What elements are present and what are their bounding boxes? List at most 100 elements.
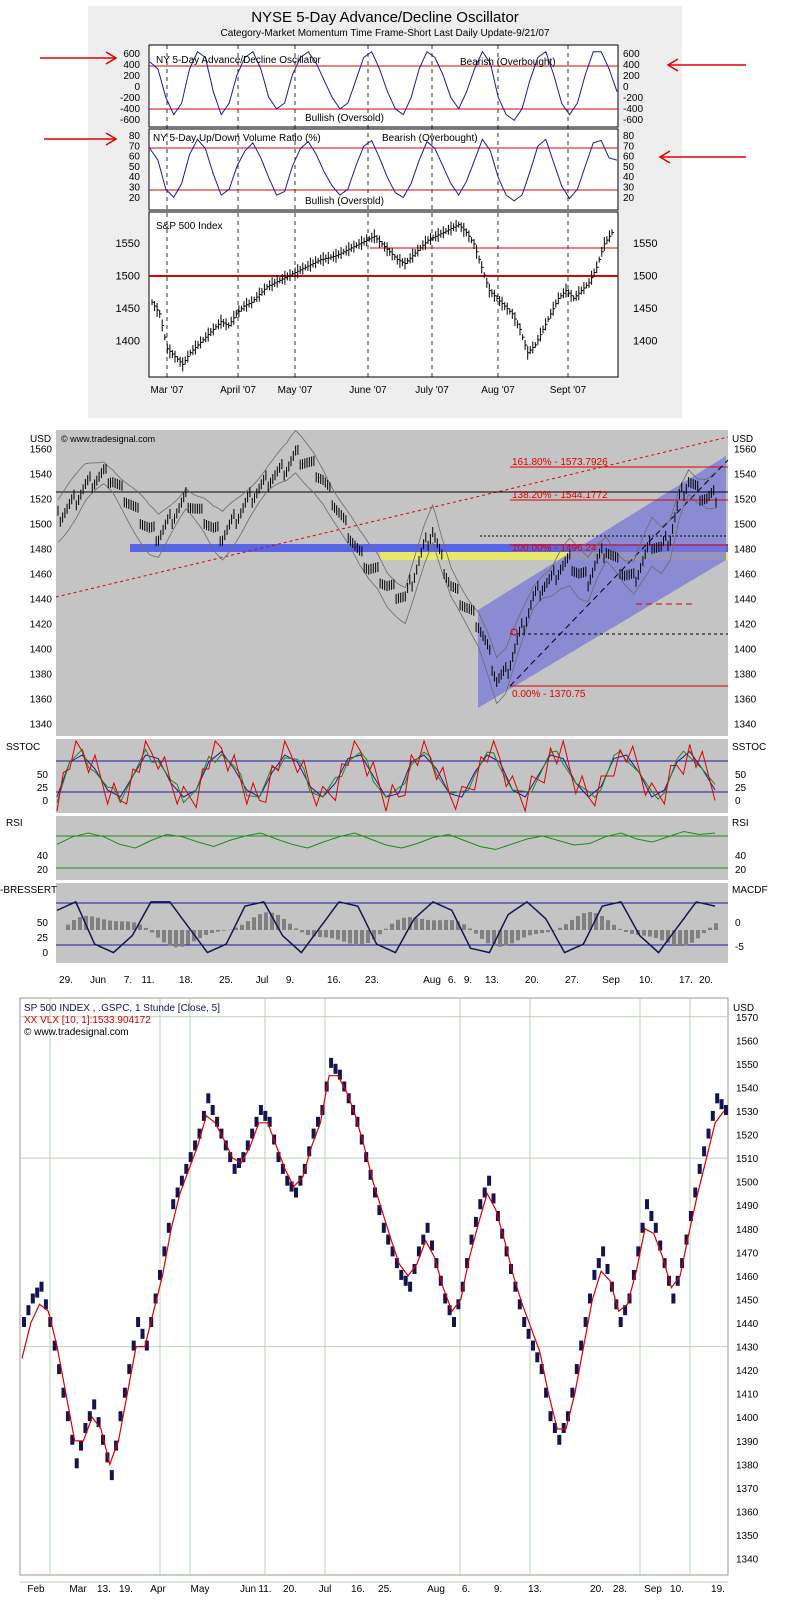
histogram-bar [72,920,76,930]
brick [618,1317,623,1327]
histogram-bar [612,924,616,930]
histogram-bar [222,930,226,931]
brick [237,1158,241,1168]
brick [232,1163,237,1174]
histogram-bar [630,930,634,934]
sp500-y-tick-right: 1450 [633,303,657,315]
chart3-x-tick: 19. [119,1584,133,1595]
red-arrows [40,51,746,164]
brick [184,1163,189,1174]
brick [206,1093,211,1104]
price-y-tick: 1560 [30,445,53,456]
histogram-bar [648,930,652,937]
price-y-tick-right: 1400 [734,645,757,656]
sp500-panel [148,211,619,378]
macdf-ticks: 0 -5 [735,918,744,953]
ad-y-tick: -200 [120,93,140,104]
brick [280,1163,285,1174]
histogram-bar [432,920,436,930]
chart3-x-tick: 25. [378,1584,392,1595]
chart3-x-tick: Mar [69,1584,87,1595]
histogram-bar [366,930,370,943]
chart3-x-tick: 13. [97,1584,111,1595]
brick [645,1199,649,1210]
chart3-x-tick: 13. [528,1584,542,1595]
price-y-tick-right: 1480 [734,545,757,556]
chart2-x-tick: 13. [485,975,499,986]
ad-y-tick: -400 [120,104,140,115]
histogram-bar [576,916,580,930]
histogram-bar [396,919,400,930]
histogram-bar [420,918,424,930]
histogram-bar [348,930,352,944]
arrow-icon [666,58,746,72]
histogram-bar [504,930,508,946]
brick [122,1387,127,1398]
brick [408,1281,413,1292]
month-tick: Mar '07 [150,385,183,396]
chart3-x-tick: Jul [319,1584,332,1595]
brick [697,1163,702,1174]
rsi-tick: 40 [37,851,49,862]
vol-y-tick: 30 [129,183,141,194]
brick [588,1293,592,1304]
histogram-bar [198,930,202,938]
ad-panel-label: NY 5-Day Advance/Decline Oscillator [156,55,322,66]
price-y-tick: 1520 [30,495,53,506]
month-tick: April '07 [220,385,256,396]
histogram-bar [240,924,244,930]
brick [171,1199,176,1210]
histogram-bar [384,928,388,930]
sp500-y-tick: 1450 [116,303,140,315]
brick [465,1258,470,1269]
price-y-tick-right: 1420 [734,620,757,631]
chart3-x-tick: 20. [590,1584,604,1595]
chart3-y-tick: 1460 [736,1272,759,1283]
histogram-bar [660,930,664,941]
sp500-y-tick: 1500 [116,271,140,283]
chart3-x-tick: 9. [494,1584,502,1595]
brick [473,1216,478,1227]
histogram-bar [264,912,268,930]
histogram-bar [252,917,256,930]
brick [131,1340,136,1351]
chart3-y-tick: 1340 [736,1555,759,1566]
bollinger-upper [57,429,717,659]
brick [83,1423,88,1433]
chart2-x-tick: 16. [327,975,341,986]
chart3-y-tick: 1540 [736,1083,759,1094]
histogram-bar [708,927,712,930]
histogram-bar [186,930,190,945]
brick [188,1152,193,1163]
price-y-tick-right: 1380 [734,670,757,681]
brick [105,1452,110,1463]
price-y-tick-right: 1460 [734,570,757,581]
brick [394,1258,399,1269]
histogram-bar [492,930,496,946]
histogram-bar [276,914,280,930]
vol-bearish-label: Bearish (Overbought) [382,133,478,144]
ad-y-tick: -600 [120,115,140,126]
brick [285,1175,290,1186]
chart3-x-tick: 20. [283,1584,297,1595]
brick [197,1128,202,1139]
brick [592,1269,597,1280]
brick [22,1317,26,1327]
histogram-bar [342,930,346,942]
brick [702,1146,707,1157]
histogram-bar [666,930,670,943]
histogram-bar [702,930,706,933]
chart2-x-tick: 20. [525,975,539,986]
price-y-tick: 1480 [30,545,53,556]
trendline [55,436,729,598]
brick [223,1140,228,1151]
chart2-x-tick: 17. [679,975,693,986]
chart3-y-tick: 1480 [736,1225,759,1236]
brick [162,1246,167,1257]
chart3-y-tick: 1550 [736,1060,759,1071]
brick [276,1152,281,1163]
histogram-bar [690,930,694,943]
brick [552,1423,557,1433]
ad-oscillator-panel [148,44,619,128]
histogram-bar [600,916,604,930]
